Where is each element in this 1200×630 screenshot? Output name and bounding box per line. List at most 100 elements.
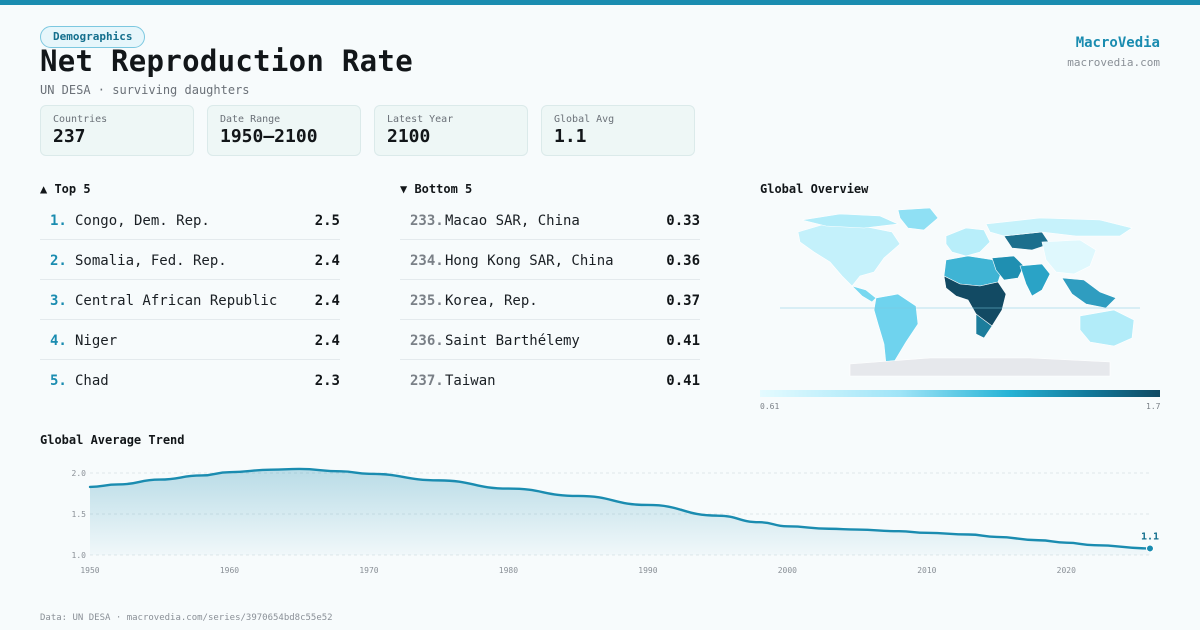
- rank-value: 2.3: [314, 373, 340, 389]
- global-average-trend-chart[interactable]: 1.0 1.5 2.0 1950 1960 1970 1980 1990 2000 2010 202…: [0, 455, 1200, 580]
- country-name: Central African Republic: [75, 293, 278, 309]
- stat-value: 2100: [387, 126, 431, 147]
- bottom5-list: 233. Macao SAR, China 0.33 234. Hong Kon…: [400, 202, 700, 402]
- row-divider: [40, 319, 340, 320]
- y-tick-label: 1.5: [72, 510, 87, 519]
- x-tick-label: 1990: [638, 566, 657, 575]
- top5-heading: ▲ Top 5: [40, 182, 91, 196]
- bottom5-row[interactable]: 233. Macao SAR, China 0.33: [400, 202, 700, 242]
- map-region-south-america: [873, 293, 919, 365]
- rank-value: 2.5: [314, 213, 340, 229]
- page-title: Net Reproduction Rate: [40, 44, 413, 78]
- footer-source: Data: UN DESA · macrovedia.com/series/39…: [40, 613, 333, 623]
- map-scale-min: 0.61: [760, 402, 780, 411]
- country-name: Somalia, Fed. Rep.: [75, 253, 227, 269]
- country-name: Taiwan: [445, 373, 496, 389]
- top5-row[interactable]: 1. Congo, Dem. Rep. 2.5: [40, 202, 340, 242]
- rank-number: 236.: [410, 333, 444, 349]
- bottom5-row[interactable]: 237. Taiwan 0.41: [400, 362, 700, 402]
- x-tick-label: 2000: [778, 566, 797, 575]
- stat-label: Countries: [53, 114, 108, 125]
- trend-end-label: 1.1: [1141, 531, 1159, 542]
- stat-card-countries: Countries 237: [40, 105, 194, 156]
- y-tick-label: 1.0: [72, 551, 87, 560]
- row-divider: [400, 279, 700, 280]
- trend-heading: Global Average Trend: [40, 433, 185, 447]
- map-region-antarctica: [849, 357, 1111, 377]
- top5-row[interactable]: 2. Somalia, Fed. Rep. 2.4: [40, 242, 340, 282]
- map-region-north-america: [797, 223, 901, 287]
- top5-row[interactable]: 5. Chad 2.3: [40, 362, 340, 402]
- rank-number: 2.: [50, 253, 67, 269]
- map-region-australia: [1079, 309, 1135, 347]
- x-tick-label: 1960: [220, 566, 239, 575]
- stat-value: 1.1: [554, 126, 587, 147]
- stat-card-latest-year: Latest Year 2100: [374, 105, 528, 156]
- rank-value: 0.37: [666, 293, 700, 309]
- stat-label: Latest Year: [387, 114, 454, 125]
- map-region-canada: [801, 213, 900, 229]
- x-tick-label: 2020: [1057, 566, 1076, 575]
- rank-number: 237.: [410, 373, 444, 389]
- row-divider: [40, 359, 340, 360]
- country-name: Chad: [75, 373, 109, 389]
- row-divider: [40, 239, 340, 240]
- rank-value: 2.4: [314, 293, 340, 309]
- x-tick-label: 2010: [917, 566, 936, 575]
- map-region-middle-east: [991, 255, 1025, 281]
- rank-number: 234.: [410, 253, 444, 269]
- map-region-russia: [985, 217, 1133, 237]
- rank-number: 4.: [50, 333, 67, 349]
- map-scale-max: 1.7: [1146, 402, 1161, 411]
- row-divider: [40, 279, 340, 280]
- stat-value: 237: [53, 126, 86, 147]
- row-divider: [400, 239, 700, 240]
- rank-number: 3.: [50, 293, 67, 309]
- country-name: Korea, Rep.: [445, 293, 538, 309]
- site-url[interactable]: macrovedia.com: [1067, 56, 1160, 69]
- x-tick-label: 1970: [359, 566, 378, 575]
- row-divider: [400, 319, 700, 320]
- rank-number: 233.: [410, 213, 444, 229]
- rank-value: 0.36: [666, 253, 700, 269]
- bottom5-heading: ▼ Bottom 5: [400, 182, 473, 196]
- brand-logo[interactable]: MacroVedia: [1075, 35, 1160, 51]
- bottom5-row[interactable]: 235. Korea, Rep. 0.37: [400, 282, 700, 322]
- map-color-scale: [760, 390, 1160, 397]
- trend-endpoint: [1146, 544, 1154, 553]
- top5-row[interactable]: 4. Niger 2.4: [40, 322, 340, 362]
- rank-value: 2.4: [314, 333, 340, 349]
- map-heading: Global Overview: [760, 182, 869, 196]
- stat-label: Date Range: [220, 114, 281, 125]
- category-badge[interactable]: Demographics: [40, 26, 146, 48]
- stat-label: Global Avg: [554, 114, 615, 125]
- stat-value: 1950–2100: [220, 126, 318, 147]
- bottom5-row[interactable]: 236. Saint Barthélemy 0.41: [400, 322, 700, 362]
- country-name: Hong Kong SAR, China: [445, 253, 614, 269]
- map-region-east-asia: [1041, 239, 1097, 275]
- rank-number: 5.: [50, 373, 67, 389]
- rank-value: 0.41: [666, 373, 700, 389]
- stat-card-date-range: Date Range 1950–2100: [207, 105, 361, 156]
- country-name: Congo, Dem. Rep.: [75, 213, 210, 229]
- top-accent-bar: [0, 0, 1200, 5]
- rank-value: 2.4: [314, 253, 340, 269]
- rank-number: 1.: [50, 213, 67, 229]
- world-choropleth-map[interactable]: [780, 202, 1140, 382]
- map-region-southern-africa: [975, 313, 993, 339]
- map-region-greenland: [897, 207, 939, 231]
- rank-value: 0.41: [666, 333, 700, 349]
- trend-area: [90, 468, 1150, 555]
- page-subtitle: UN DESA · surviving daughters: [40, 83, 250, 97]
- country-name: Niger: [75, 333, 118, 349]
- rank-value: 0.33: [666, 213, 700, 229]
- rank-number: 235.: [410, 293, 444, 309]
- country-name: Saint Barthélemy: [445, 333, 580, 349]
- bottom5-row[interactable]: 234. Hong Kong SAR, China 0.36: [400, 242, 700, 282]
- top5-list: 1. Congo, Dem. Rep. 2.5 2. Somalia, Fed.…: [40, 202, 340, 402]
- x-tick-label: 1980: [499, 566, 518, 575]
- map-region-southeast-asia: [1061, 277, 1117, 309]
- top5-row[interactable]: 3. Central African Republic 2.4: [40, 282, 340, 322]
- y-tick-label: 2.0: [72, 469, 87, 478]
- map-region-central-america: [850, 285, 877, 303]
